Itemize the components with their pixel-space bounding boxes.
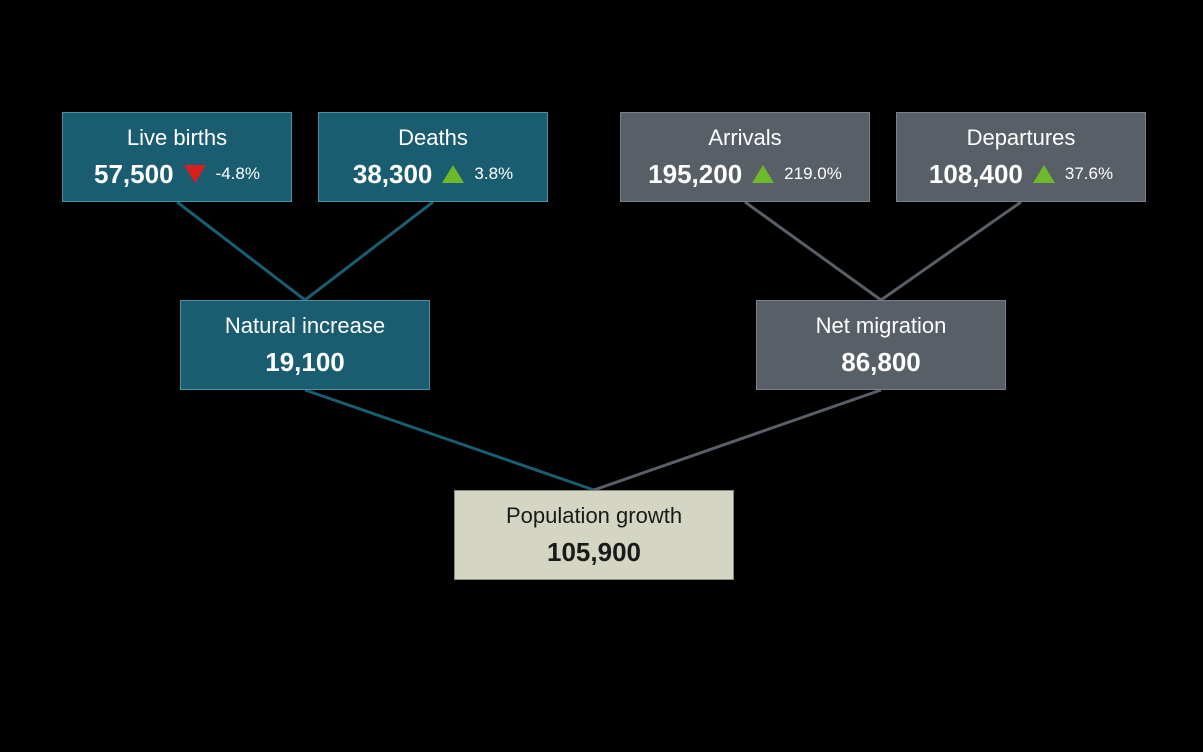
stat-value-row: 38,300 3.8% bbox=[353, 159, 513, 190]
summary-title: Net migration bbox=[816, 313, 947, 339]
connector-line bbox=[881, 202, 1021, 300]
summary-value: 86,800 bbox=[841, 347, 921, 378]
stat-title: Arrivals bbox=[708, 125, 781, 151]
stat-value-row: 108,400 37.6% bbox=[929, 159, 1113, 190]
connector-line bbox=[305, 390, 594, 490]
trend-up-icon bbox=[752, 165, 774, 183]
stat-box-live-births: Live births 57,500 -4.8% bbox=[62, 112, 292, 202]
diagram-canvas: Live births 57,500 -4.8% Deaths 38,300 3.8% Ar… bbox=[0, 0, 1203, 752]
connector-line bbox=[745, 202, 881, 300]
stat-pct: 3.8% bbox=[474, 164, 513, 184]
total-box-population-growth: Population growth 105,900 bbox=[454, 490, 734, 580]
trend-up-icon bbox=[1033, 165, 1055, 183]
connector-line bbox=[594, 390, 881, 490]
stat-value: 38,300 bbox=[353, 159, 433, 190]
stat-box-departures: Departures 108,400 37.6% bbox=[896, 112, 1146, 202]
stat-box-arrivals: Arrivals 195,200 219.0% bbox=[620, 112, 870, 202]
summary-box-natural-increase: Natural increase 19,100 bbox=[180, 300, 430, 390]
summary-value: 19,100 bbox=[265, 347, 345, 378]
summary-box-net-migration: Net migration 86,800 bbox=[756, 300, 1006, 390]
stat-box-deaths: Deaths 38,300 3.8% bbox=[318, 112, 548, 202]
trend-down-icon bbox=[184, 165, 206, 183]
connector-line bbox=[305, 202, 433, 300]
stat-value-row: 195,200 219.0% bbox=[648, 159, 842, 190]
stat-pct: 37.6% bbox=[1065, 164, 1113, 184]
stat-pct: 219.0% bbox=[784, 164, 842, 184]
stat-title: Departures bbox=[967, 125, 1076, 151]
stat-title: Deaths bbox=[398, 125, 468, 151]
total-title: Population growth bbox=[506, 503, 682, 529]
summary-title: Natural increase bbox=[225, 313, 385, 339]
stat-pct: -4.8% bbox=[216, 164, 260, 184]
connector-line bbox=[177, 202, 305, 300]
stat-value: 195,200 bbox=[648, 159, 742, 190]
stat-value-row: 57,500 -4.8% bbox=[94, 159, 260, 190]
stat-value: 57,500 bbox=[94, 159, 174, 190]
stat-value: 108,400 bbox=[929, 159, 1023, 190]
total-value: 105,900 bbox=[547, 537, 641, 568]
trend-up-icon bbox=[442, 165, 464, 183]
stat-title: Live births bbox=[127, 125, 227, 151]
